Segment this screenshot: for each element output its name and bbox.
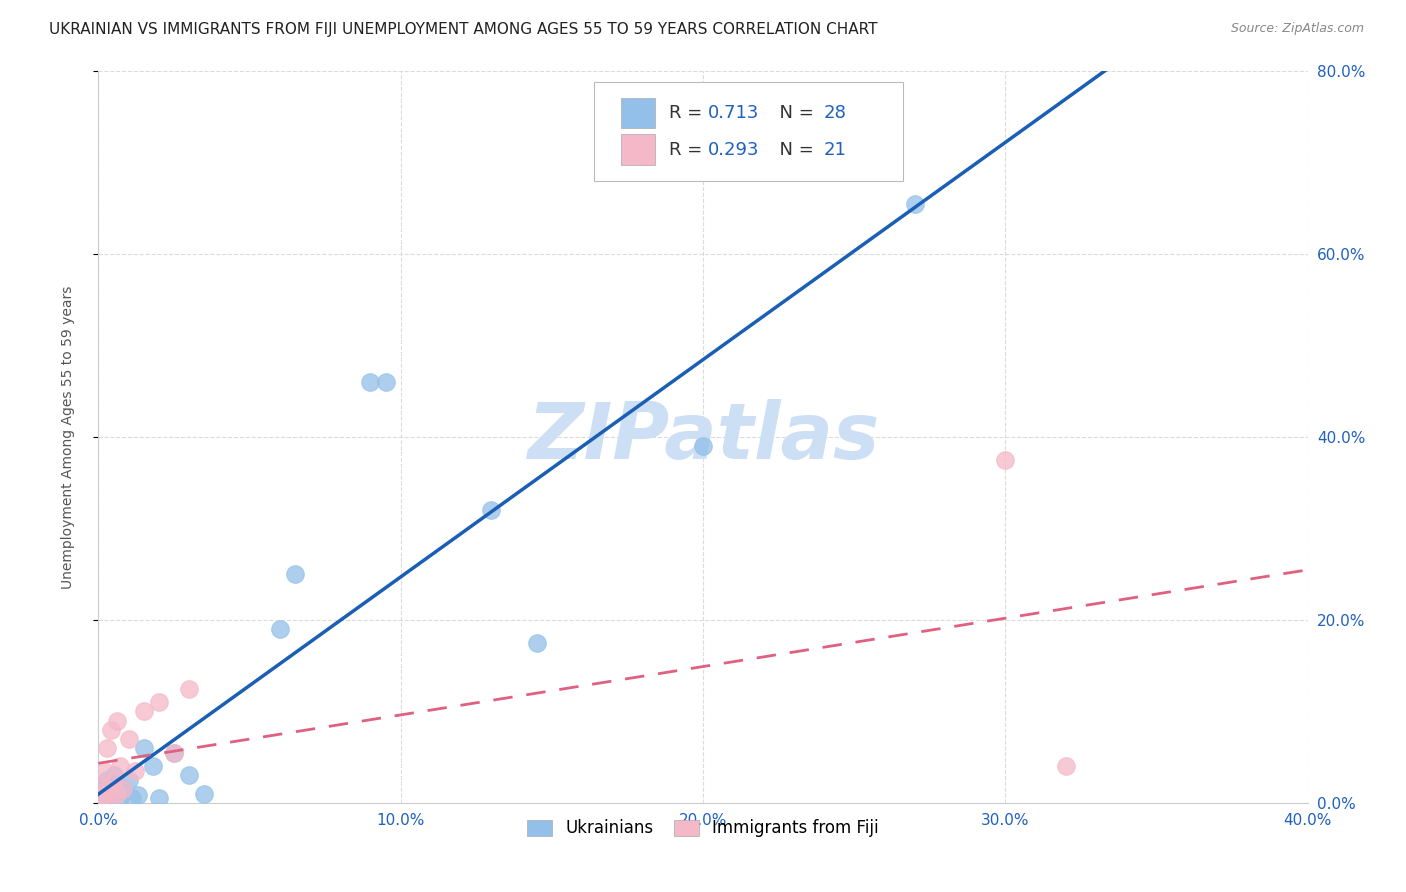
Point — [1054, 759, 1077, 773]
Text: R =: R = — [669, 141, 709, 159]
Point — [90, 791, 112, 805]
Point — [96, 789, 118, 803]
Point — [269, 622, 291, 636]
Bar — [621, 98, 655, 128]
Text: 0.293: 0.293 — [707, 141, 759, 159]
Point — [105, 714, 128, 728]
Point — [142, 759, 165, 773]
Text: N =: N = — [768, 141, 820, 159]
Text: N =: N = — [768, 104, 820, 122]
Point — [93, 787, 115, 801]
Point — [100, 787, 122, 801]
Text: UKRAINIAN VS IMMIGRANTS FROM FIJI UNEMPLOYMENT AMONG AGES 55 TO 59 YEARS CORRELA: UKRAINIAN VS IMMIGRANTS FROM FIJI UNEMPL… — [49, 22, 877, 37]
Point — [994, 453, 1017, 467]
Point — [132, 705, 155, 719]
FancyBboxPatch shape — [595, 82, 903, 181]
Point — [93, 789, 115, 803]
Point — [100, 782, 122, 797]
Point — [127, 789, 149, 803]
Point — [111, 782, 134, 797]
Point — [148, 695, 170, 709]
Point — [360, 375, 382, 389]
Point — [148, 791, 170, 805]
Point — [179, 768, 201, 782]
Point — [103, 787, 125, 801]
Point — [96, 772, 118, 787]
Point — [163, 746, 186, 760]
Point — [374, 375, 396, 389]
Point — [93, 778, 115, 792]
Point — [96, 740, 118, 755]
Point — [103, 768, 125, 782]
Bar — [621, 135, 655, 165]
Legend: Ukrainians, Immigrants from Fiji: Ukrainians, Immigrants from Fiji — [519, 811, 887, 846]
Point — [124, 764, 146, 778]
Point — [90, 791, 112, 805]
Text: 21: 21 — [824, 141, 846, 159]
Point — [90, 778, 112, 792]
Point — [93, 764, 115, 778]
Point — [163, 746, 186, 760]
Text: 0.713: 0.713 — [707, 104, 759, 122]
Point — [118, 772, 141, 787]
Point — [108, 791, 131, 805]
Text: R =: R = — [669, 104, 709, 122]
Text: ZIPatlas: ZIPatlas — [527, 399, 879, 475]
Point — [105, 787, 128, 801]
Point — [179, 681, 201, 696]
Point — [526, 636, 548, 650]
Y-axis label: Unemployment Among Ages 55 to 59 years: Unemployment Among Ages 55 to 59 years — [60, 285, 75, 589]
Point — [132, 740, 155, 755]
Point — [111, 782, 134, 797]
Point — [121, 791, 143, 805]
Text: 28: 28 — [824, 104, 846, 122]
Point — [692, 439, 714, 453]
Point — [100, 723, 122, 737]
Point — [904, 197, 927, 211]
Point — [481, 503, 503, 517]
Point — [284, 567, 307, 582]
Point — [108, 759, 131, 773]
Point — [103, 772, 125, 787]
Point — [118, 731, 141, 746]
Point — [193, 787, 215, 801]
Text: Source: ZipAtlas.com: Source: ZipAtlas.com — [1230, 22, 1364, 36]
Point — [96, 782, 118, 797]
Point — [105, 778, 128, 792]
